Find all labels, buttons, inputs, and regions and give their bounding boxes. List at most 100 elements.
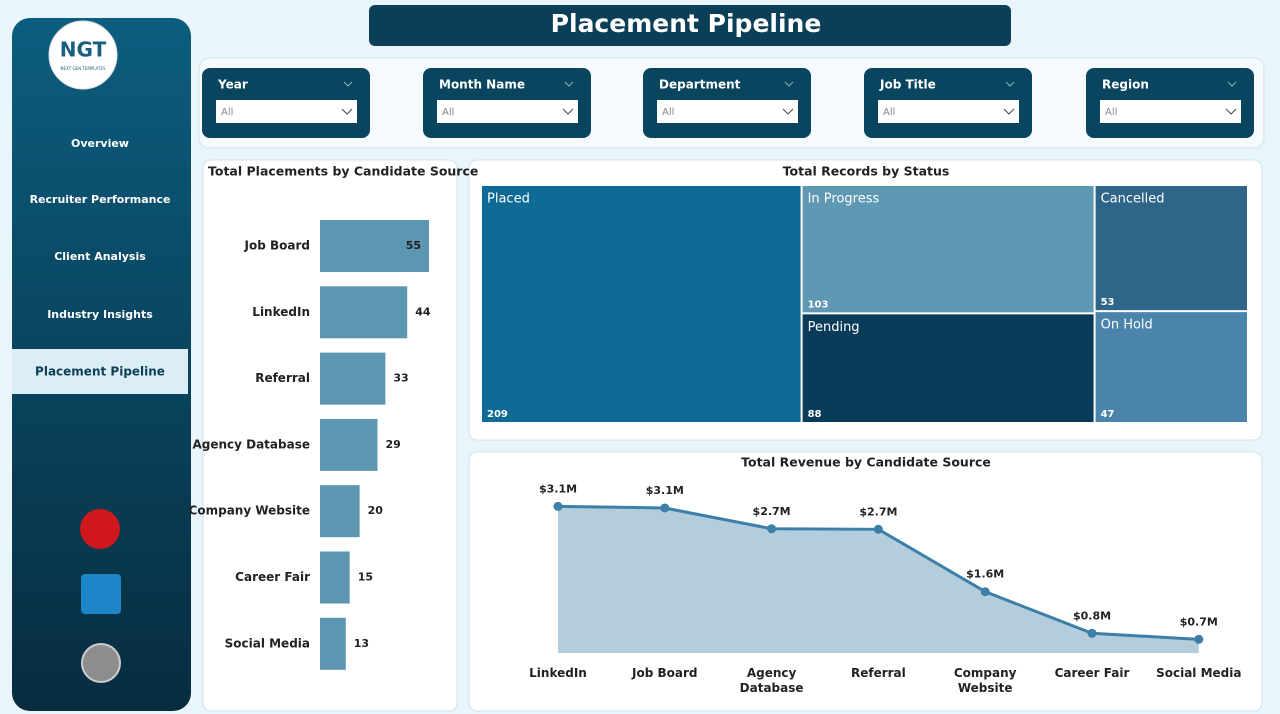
filter-value: All xyxy=(442,107,454,118)
x-tick-label: Career Fair xyxy=(1054,666,1130,680)
category-label: Agency Database xyxy=(192,437,310,451)
bar xyxy=(320,485,360,538)
nav-item[interactable]: Recruiter Performance xyxy=(30,193,171,206)
data-label: $3.1M xyxy=(646,484,684,497)
tile-value: 103 xyxy=(808,299,829,310)
filter-dropdown[interactable] xyxy=(437,100,578,123)
nav-item[interactable]: Overview xyxy=(71,137,129,150)
chevron xyxy=(343,81,353,87)
data-label: $3.1M xyxy=(539,482,577,495)
filter-dropdown[interactable] xyxy=(878,100,1019,123)
x-tick-label: LinkedIn xyxy=(529,666,587,680)
tile-value: 209 xyxy=(487,409,508,420)
filter-label: Region xyxy=(1102,78,1149,92)
logo-text: NGT xyxy=(60,38,107,62)
title-banner xyxy=(369,5,1011,46)
page-title: Placement Pipeline xyxy=(551,9,822,38)
nav-item[interactable]: Client Analysis xyxy=(54,250,146,263)
tile-label: Cancelled xyxy=(1101,192,1165,207)
data-label: 55 xyxy=(406,239,421,252)
chart-title: Total Placements by Candidate Source xyxy=(208,164,478,179)
filter-value: All xyxy=(883,107,895,118)
logo xyxy=(48,20,118,90)
tile-value: 53 xyxy=(1101,297,1115,308)
chevron xyxy=(341,108,353,115)
chart-title: Total Records by Status xyxy=(783,164,950,179)
category-label: Career Fair xyxy=(235,570,310,584)
data-label: $0.8M xyxy=(1073,609,1111,622)
chevron xyxy=(784,81,794,87)
data-label: 44 xyxy=(415,305,431,318)
point xyxy=(1087,628,1097,638)
chevron xyxy=(564,81,574,87)
data-label: 13 xyxy=(354,637,369,650)
nav-active xyxy=(12,349,188,394)
tile-value: 47 xyxy=(1101,409,1115,420)
nav-item[interactable]: Placement Pipeline xyxy=(35,365,165,379)
category-label: LinkedIn xyxy=(252,305,310,319)
chevron xyxy=(562,108,574,115)
tile-label: On Hold xyxy=(1101,318,1153,333)
point xyxy=(767,524,777,534)
logo-subtitle: NEXT GEN TEMPLATES xyxy=(61,66,106,71)
point xyxy=(873,524,883,534)
youtube-icon[interactable] xyxy=(80,509,120,549)
bar xyxy=(320,551,350,604)
chevron xyxy=(1225,108,1237,115)
category-label: Social Media xyxy=(225,636,310,650)
treemap-tile xyxy=(802,314,1094,422)
filter-label: Job Title xyxy=(879,78,936,92)
category-label: Referral xyxy=(255,371,310,385)
filter-label: Month Name xyxy=(439,78,525,92)
chart-title: Total Revenue by Candidate Source xyxy=(741,455,991,470)
data-label: 29 xyxy=(385,438,400,451)
tile-label: In Progress xyxy=(808,192,880,207)
x-tick-label: Referral xyxy=(850,666,906,680)
treemap-tile xyxy=(482,186,801,422)
bar xyxy=(320,617,346,670)
data-label: 20 xyxy=(368,504,384,517)
category-label: Job Board xyxy=(244,239,310,253)
data-label: $0.7M xyxy=(1180,615,1218,628)
filter-value: All xyxy=(1105,107,1117,118)
chevron xyxy=(1003,108,1015,115)
data-label: $1.6M xyxy=(966,568,1004,581)
data-label: 15 xyxy=(358,571,373,584)
tile-value: 88 xyxy=(808,409,822,420)
filter-value: All xyxy=(221,107,233,118)
filter-label: Year xyxy=(217,78,248,92)
treemap-tile xyxy=(802,186,1094,313)
filter-label: Department xyxy=(659,78,741,92)
filter-dropdown[interactable] xyxy=(1100,100,1241,123)
bar xyxy=(320,220,429,272)
filter-dropdown[interactable] xyxy=(216,100,357,123)
nav-item[interactable]: Industry Insights xyxy=(47,308,153,321)
linkedin-icon[interactable] xyxy=(81,574,121,614)
treemap-tile xyxy=(1095,186,1247,311)
point xyxy=(980,587,990,597)
x-tick-label: Job Board xyxy=(632,666,698,680)
data-label: $2.7M xyxy=(753,505,791,518)
bar xyxy=(320,352,386,405)
point xyxy=(660,503,670,513)
data-label: 33 xyxy=(393,372,408,385)
point xyxy=(1194,634,1204,644)
tile-label: Pending xyxy=(808,320,860,335)
tile-label: Placed xyxy=(487,192,530,207)
chevron xyxy=(1227,81,1237,87)
bar xyxy=(320,418,378,471)
area xyxy=(558,506,1199,653)
web-icon[interactable] xyxy=(81,643,121,683)
data-label: $2.7M xyxy=(859,505,897,518)
x-tick-label: Agency Database xyxy=(739,666,804,695)
chevron xyxy=(1005,81,1015,87)
treemap-tile xyxy=(1095,312,1247,422)
filter-dropdown[interactable] xyxy=(657,100,798,123)
point xyxy=(553,501,563,511)
chevron xyxy=(782,108,794,115)
category-label: Company Website xyxy=(189,504,310,518)
bar xyxy=(320,286,408,339)
x-tick-label: Company Website xyxy=(953,666,1017,695)
